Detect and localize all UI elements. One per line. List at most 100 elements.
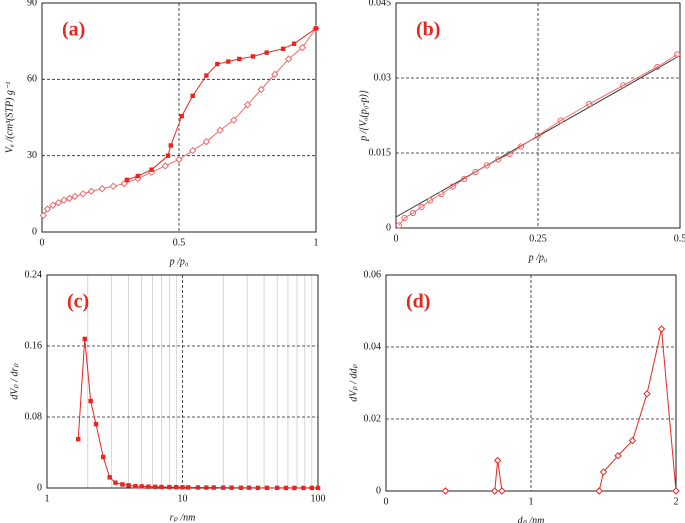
point (82, 336, 87, 342)
point (167, 484, 172, 490)
point (409, 209, 417, 217)
point (395, 222, 402, 229)
point (620, 82, 627, 89)
point (120, 179, 128, 188)
point (506, 150, 513, 158)
point (283, 485, 289, 491)
point (483, 162, 490, 169)
point (179, 114, 184, 119)
point (313, 26, 319, 31)
series-line (494, 460, 503, 492)
series-line (126, 28, 317, 181)
point (264, 485, 270, 491)
point (146, 484, 151, 489)
y-tick-label: 0.045 (369, 0, 392, 8)
point (491, 487, 499, 495)
y-tick-label: 0.06 (364, 269, 382, 280)
x-tick-label: 1 (45, 493, 50, 504)
x-tick-label: 2 (674, 496, 679, 507)
point (643, 390, 651, 398)
series-line (598, 328, 677, 492)
panel-label: (c) (67, 291, 89, 313)
point (426, 197, 434, 204)
point (418, 203, 425, 211)
point (257, 85, 265, 94)
point (153, 484, 158, 490)
point (202, 137, 211, 146)
plot-frame (41, 2, 317, 233)
point (87, 187, 96, 195)
point (149, 167, 154, 172)
point (126, 483, 131, 488)
point (291, 41, 297, 46)
point (461, 175, 468, 183)
point (216, 126, 224, 134)
point (657, 325, 666, 333)
point (599, 468, 608, 476)
y-tick-label: 0.015 (369, 147, 392, 158)
point (215, 61, 220, 67)
point (101, 454, 106, 460)
x-tick-label: 0.5 (173, 237, 186, 248)
point (672, 487, 680, 495)
y-tick-label: 0 (376, 485, 381, 496)
point (628, 436, 637, 445)
x-tick-label: 10 (178, 493, 188, 504)
y-tick-label: 0 (37, 482, 42, 493)
point (298, 43, 307, 52)
point (76, 436, 81, 442)
point (237, 56, 242, 62)
y-axis-label: dVₚ / ddₚ (348, 364, 359, 402)
series-line (77, 338, 318, 489)
point (309, 485, 314, 491)
point (264, 50, 269, 55)
point (654, 63, 661, 71)
point (674, 51, 681, 58)
point (221, 485, 226, 490)
point (250, 54, 256, 59)
panel-label: (a) (62, 19, 85, 41)
point (79, 190, 87, 198)
point (113, 480, 118, 485)
point (174, 485, 179, 490)
series-line (398, 54, 678, 226)
point (161, 162, 170, 170)
point (449, 183, 456, 190)
x-axis-label: p /p₀ (169, 256, 189, 267)
point (60, 196, 68, 204)
point (88, 398, 93, 404)
point (49, 201, 57, 209)
point (229, 485, 234, 490)
point (93, 421, 99, 427)
point (195, 485, 201, 490)
y-axis-label: p /{Vₐ(p₀-p)} (358, 90, 369, 142)
x-tick-label: 0 (384, 496, 389, 507)
point (230, 116, 238, 124)
point (493, 456, 502, 465)
x-tick-label: 0 (394, 233, 399, 244)
plot-frame (385, 274, 677, 492)
point (43, 205, 52, 213)
point (175, 155, 183, 164)
y-tick-label: 0.04 (364, 341, 382, 352)
y-axis-label: dVₚ / drₚ (9, 363, 20, 400)
point (280, 46, 286, 51)
point (120, 482, 125, 487)
point (98, 185, 106, 193)
point (124, 177, 130, 183)
point (284, 55, 293, 63)
point (495, 156, 502, 163)
point (107, 475, 112, 480)
point (271, 70, 279, 78)
point (238, 485, 244, 490)
y-tick-label: 0 (32, 226, 37, 237)
x-axis-label: p /p₀ (528, 252, 548, 263)
point (39, 211, 48, 220)
point (159, 484, 164, 490)
point (185, 485, 191, 490)
panel-label: (b) (416, 19, 440, 41)
point (534, 132, 542, 139)
point (71, 192, 79, 201)
point (188, 146, 197, 155)
